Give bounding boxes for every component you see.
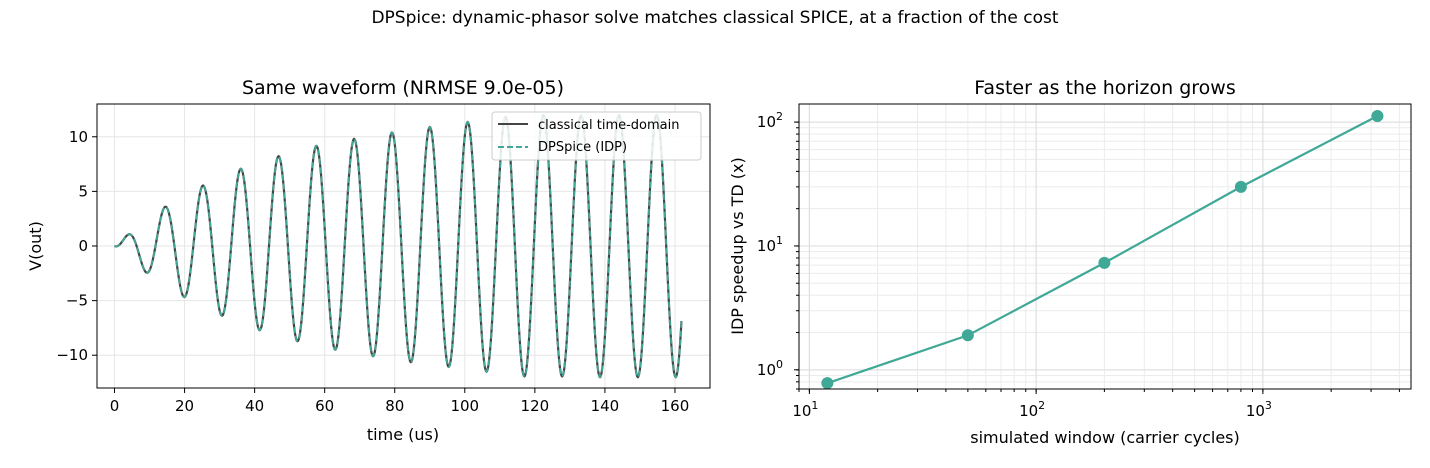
speedup-point <box>1371 110 1384 123</box>
y-tick-label: 0 <box>78 237 88 255</box>
y-tick-label: 5 <box>78 182 88 200</box>
speedup-line <box>826 115 1378 385</box>
x-tick-label: 20 <box>175 397 194 415</box>
x-tick-label: 140 <box>591 397 620 415</box>
speedup-x-axis-label: simulated window (carrier cycles) <box>970 428 1240 447</box>
x-tick-label: 80 <box>385 397 404 415</box>
speedup-point <box>961 329 974 342</box>
x-tick-label: 160 <box>661 397 690 415</box>
legend-label-idp: DPSpice (IDP) <box>538 140 627 155</box>
x-tick-label: 60 <box>315 397 334 415</box>
waveform-series <box>114 113 683 379</box>
y-tick-label: −5 <box>66 292 88 310</box>
x-tick-label: 102 <box>1019 399 1045 420</box>
waveform-ticks: 0 20 40 60 80 100 120 140 160 10 5 0 −5 −10 <box>56 128 689 415</box>
y-tick-label: 101 <box>757 234 783 255</box>
y-tick-label: −10 <box>56 346 88 364</box>
speedup-plot-frame <box>798 103 1412 390</box>
speedup-y-axis-label: IDP speedup vs TD (x) <box>728 157 747 335</box>
x-tick-label: 101 <box>792 399 818 420</box>
speedup-panel: Faster as the horizon grows 101 102 103 100… <box>728 77 1412 447</box>
speedup-series <box>821 110 1384 390</box>
x-tick-label: 103 <box>1246 399 1272 420</box>
y-tick-label: 10 <box>69 128 88 146</box>
waveform-y-axis-label: V(out) <box>26 221 45 271</box>
x-tick-label: 100 <box>450 397 479 415</box>
speedup-chart-title: Faster as the horizon grows <box>974 77 1235 99</box>
speedup-point <box>1234 180 1247 193</box>
waveform-panel: Same waveform (NRMSE 9.0e-05) 0 20 40 60 80 1… <box>26 77 711 444</box>
waveform-chart-title: Same waveform (NRMSE 9.0e-05) <box>242 77 564 99</box>
series-line-dpspice-idp <box>114 113 683 379</box>
speedup-point <box>821 377 834 390</box>
waveform-legend: classical time-domain DPSpice (IDP) <box>491 111 702 161</box>
legend-label-td: classical time-domain <box>538 118 680 133</box>
y-tick-label: 100 <box>757 358 783 379</box>
legend-box <box>491 111 702 161</box>
waveform-x-axis-label: time (us) <box>367 425 439 444</box>
x-tick-label: 40 <box>245 397 264 415</box>
y-tick-label: 102 <box>757 110 783 131</box>
speedup-point <box>1098 256 1111 269</box>
figure-title: DPSpice: dynamic-phasor solve matches cl… <box>371 8 1059 28</box>
x-tick-label: 0 <box>110 397 120 415</box>
x-tick-label: 120 <box>521 397 550 415</box>
